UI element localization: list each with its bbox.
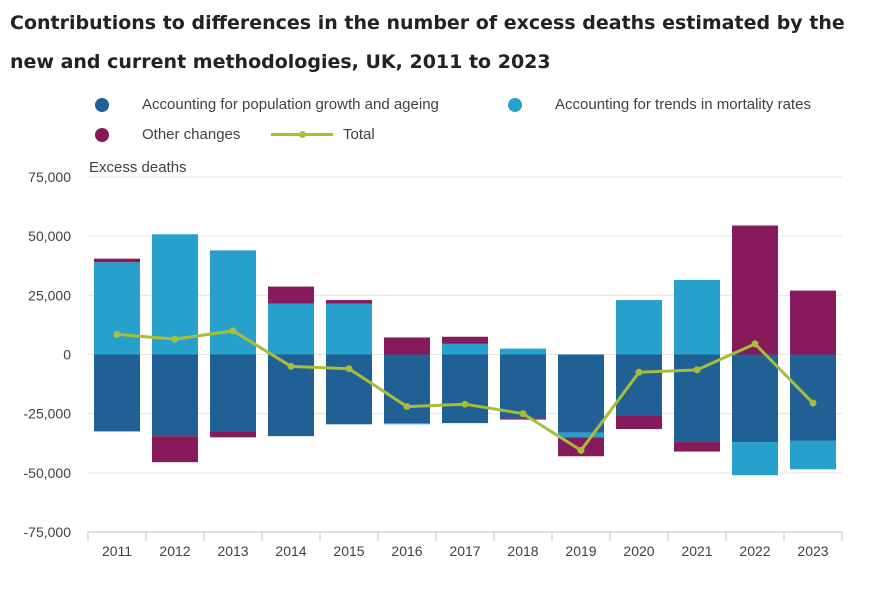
bar-other-2013: [210, 431, 256, 438]
bar-population-2015: [326, 354, 372, 425]
y-tick-label: 25,000: [28, 287, 71, 303]
bar-population-2018: [500, 354, 546, 419]
bar-trends-2014: [268, 303, 314, 355]
y-tick-label: 75,000: [28, 169, 71, 185]
y-axis-ticks: 75,000 50,000 25,000 0 -25,000 -50,000 -75,000: [24, 169, 72, 540]
bar-other-2018: [500, 418, 546, 420]
bar-other-2012: [152, 436, 198, 463]
x-tick-label: 2020: [623, 543, 654, 559]
bar-other-2016: [384, 337, 430, 355]
bar-population-2012: [152, 354, 198, 437]
bar-trends-2017: [442, 343, 488, 355]
x-axis-ticks: 2011 2012 2013 2014 2015 2016 2017 2018 2019 2020…: [102, 543, 829, 559]
bar-trends-2021: [674, 279, 720, 355]
total-point-2014: [287, 362, 295, 370]
x-tick-label: 2013: [217, 543, 248, 559]
bar-other-2021: [674, 442, 720, 452]
y-tick-label: 50,000: [28, 228, 71, 244]
x-axis: [87, 531, 843, 541]
x-tick-label: 2023: [797, 543, 828, 559]
total-point-2015: [345, 365, 353, 373]
bar-other-2014: [268, 286, 314, 304]
bar-trends-2015: [326, 303, 372, 355]
x-tick-label: 2012: [159, 543, 190, 559]
bar-trends-2016: [384, 423, 430, 425]
total-point-2021: [693, 366, 701, 374]
x-tick-label: 2014: [275, 543, 306, 559]
total-point-2018: [519, 410, 527, 418]
total-point-2020: [635, 368, 643, 376]
bar-trends-2011: [94, 262, 140, 355]
total-point-2022: [751, 340, 759, 348]
total-line-series: [113, 327, 817, 454]
bar-trends-2019: [558, 432, 604, 438]
bar-other-2023: [790, 290, 836, 355]
y-tick-label: -50,000: [24, 465, 72, 481]
bar-population-2013: [210, 354, 256, 432]
bars: [94, 225, 836, 476]
bar-population-2020: [616, 354, 662, 417]
total-point-2013: [229, 327, 237, 335]
x-tick-label: 2016: [391, 543, 422, 559]
bar-trends-2023: [790, 440, 836, 470]
bar-trends-2020: [616, 300, 662, 355]
y-tick-label: -75,000: [24, 524, 72, 540]
bar-population-2022: [732, 354, 778, 443]
x-tick-label: 2021: [681, 543, 712, 559]
x-tick-label: 2015: [333, 543, 364, 559]
y-tick-label: 0: [63, 347, 71, 363]
x-tick-label: 2017: [449, 543, 480, 559]
y-tick-label: -25,000: [24, 406, 72, 422]
bar-population-2016: [384, 354, 430, 424]
bar-population-2019: [558, 354, 604, 433]
total-point-2019: [577, 446, 585, 454]
x-tick-label: 2011: [102, 543, 132, 559]
bar-population-2011: [94, 354, 140, 432]
x-tick-label: 2018: [507, 543, 538, 559]
chart-title: Contributions to differences in the numb…: [10, 12, 845, 73]
bar-other-2015: [326, 300, 372, 304]
total-point-2012: [171, 335, 179, 343]
x-tick-label: 2019: [565, 543, 596, 559]
bar-population-2023: [790, 354, 836, 441]
bar-other-2011: [94, 258, 140, 263]
bar-trends-2013: [210, 250, 256, 355]
x-tick-label: 2022: [739, 543, 770, 559]
bar-trends-2018: [500, 348, 546, 355]
total-point-2023: [809, 399, 817, 407]
bar-trends-2012: [152, 234, 198, 355]
bar-population-2017: [442, 354, 488, 424]
total-point-2016: [403, 403, 411, 411]
bar-other-2022: [732, 225, 778, 355]
bar-other-2017: [442, 336, 488, 344]
bar-other-2020: [616, 416, 662, 430]
total-point-2017: [461, 400, 469, 408]
bar-trends-2022: [732, 442, 778, 476]
total-point-2011: [113, 330, 121, 338]
gridlines: [88, 176, 842, 474]
y-axis-label: Excess deaths: [89, 159, 187, 176]
